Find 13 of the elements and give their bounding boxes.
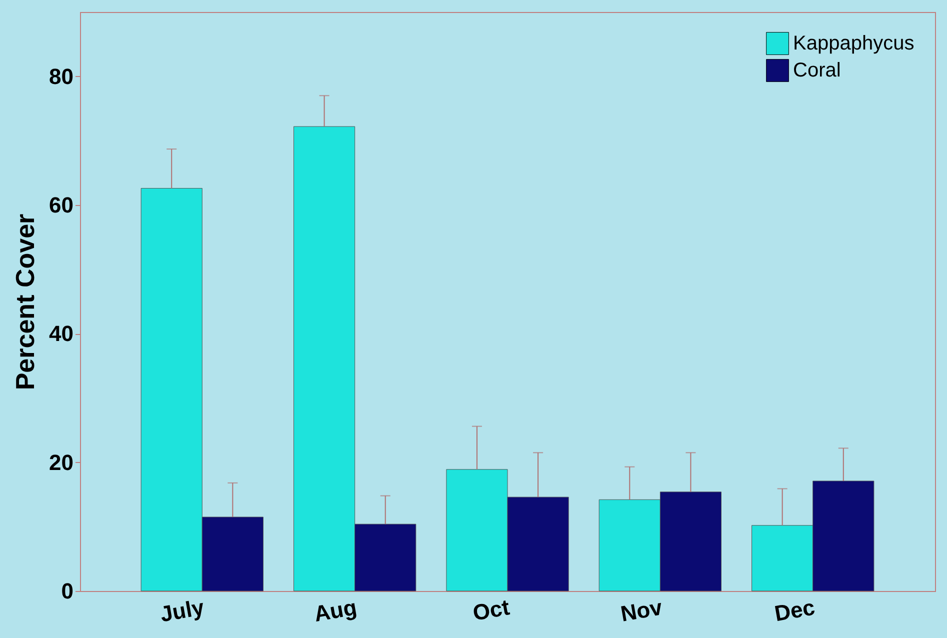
y-axis-title: Percent Cover [10,214,40,390]
y-tick-label: 20 [49,450,74,475]
x-tick-label: Dec [772,594,817,626]
x-tick-label: Nov [618,594,665,626]
y-tick-label: 60 [49,192,74,218]
x-tick-label: July [158,594,207,627]
y-tick-label: 80 [49,64,74,89]
legend-label: Kappaphycus [793,32,914,54]
y-tick-label: 40 [49,321,74,346]
y-tick-label: 0 [61,578,74,604]
x-tick-label: Oct [470,594,512,626]
legend-label: Coral [793,60,841,82]
x-tick-label: Aug [312,594,359,627]
